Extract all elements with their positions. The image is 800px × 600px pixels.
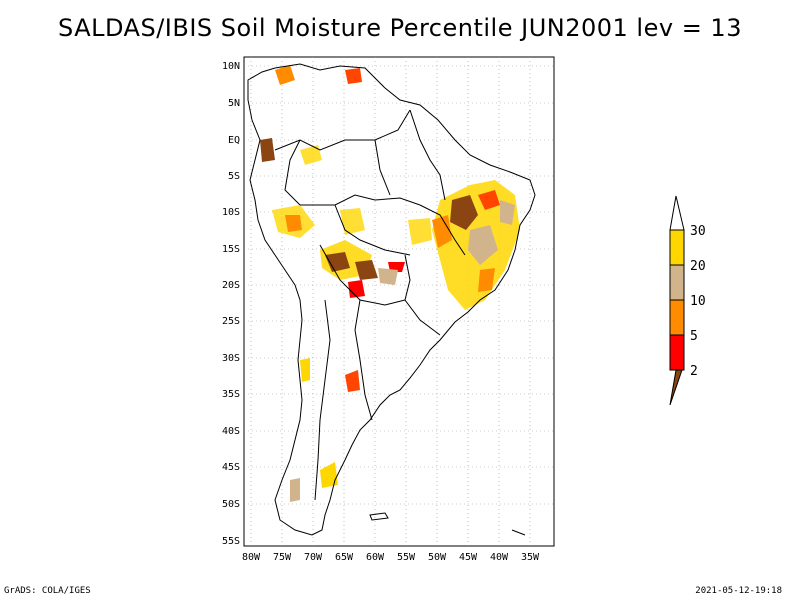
lon-label: 80W: [242, 552, 261, 563]
colorbar-label: 10: [690, 294, 706, 309]
lon-label: 35W: [521, 552, 540, 563]
lat-label: 10N: [222, 61, 240, 72]
lat-label: 5S: [228, 171, 240, 182]
map-title: SALDAS/IBIS Soil Moisture Percentile JUN…: [58, 14, 742, 42]
longitude-labels: 80W 75W 70W 65W 60W 55W 50W 45W 40W 35W: [242, 552, 540, 563]
lon-label: 45W: [459, 552, 478, 563]
lon-label: 60W: [366, 552, 385, 563]
lon-label: 70W: [304, 552, 323, 563]
soil-moisture-shading: [260, 65, 520, 502]
lat-label: 10S: [222, 207, 240, 218]
lat-label: 45S: [222, 462, 240, 473]
colorbar-bin-20-30: [669, 229, 685, 266]
lat-label: 25S: [222, 316, 240, 327]
footer-timestamp: 2021-05-12-19:18: [695, 586, 782, 596]
country-borders: [247, 63, 536, 536]
lat-label: 50S: [222, 499, 240, 510]
lon-label: 75W: [273, 552, 292, 563]
colorbar-bin-5-10: [669, 299, 685, 336]
colorbar-bin-2-5: [669, 334, 685, 371]
colorbar-label: 5: [690, 329, 698, 344]
lat-label: EQ: [228, 135, 240, 146]
lon-label: 65W: [335, 552, 354, 563]
lat-label: 30S: [222, 353, 240, 364]
lat-label: 20S: [222, 280, 240, 291]
colorbar: 2 5 10 20 30: [669, 195, 706, 406]
lat-label: 55S: [222, 536, 240, 547]
colorbar-bin-above-30: [669, 195, 685, 231]
colorbar-bin-10-20: [669, 264, 685, 301]
lon-label: 50W: [428, 552, 447, 563]
lat-label: 35S: [222, 389, 240, 400]
colorbar-label: 2: [690, 364, 698, 379]
colorbar-label: 20: [690, 259, 706, 274]
latitude-labels: 10N 5N EQ 5S 10S 15S 20S 25S 30S 35S 40S…: [222, 61, 240, 547]
lon-label: 40W: [490, 552, 509, 563]
lat-label: 5N: [228, 98, 240, 109]
lon-label: 55W: [397, 552, 416, 563]
lat-label: 15S: [222, 244, 240, 255]
footer-credit: GrADS: COLA/IGES: [4, 586, 91, 596]
colorbar-bin-below-2: [669, 369, 683, 406]
lat-label: 40S: [222, 426, 240, 437]
colorbar-label: 30: [690, 224, 706, 239]
